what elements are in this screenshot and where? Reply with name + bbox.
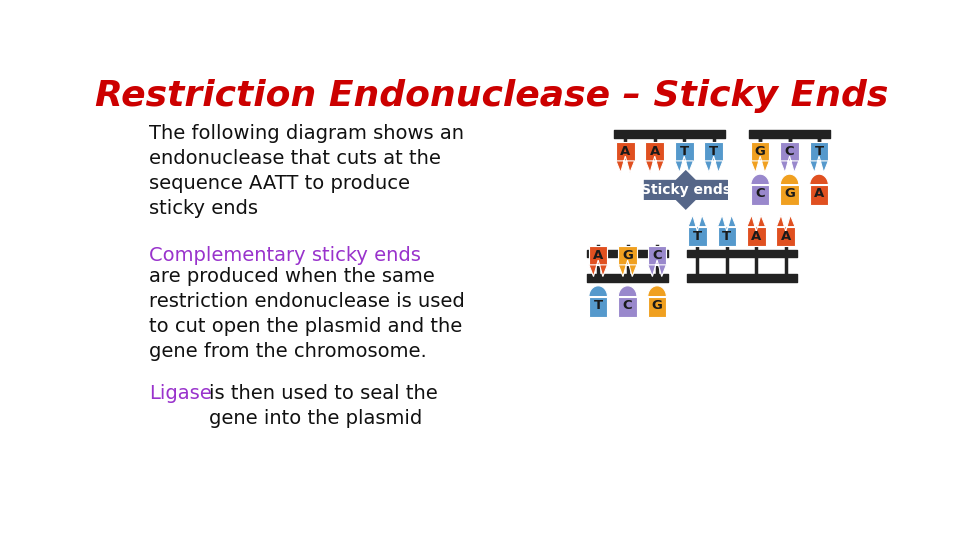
Text: A: A [751,230,761,242]
Polygon shape [616,142,635,161]
Polygon shape [688,215,707,231]
Polygon shape [780,185,799,205]
Polygon shape [705,156,723,173]
Polygon shape [588,260,608,276]
Text: T: T [709,145,718,158]
Polygon shape [717,215,736,231]
Polygon shape [645,142,664,161]
Text: T: T [814,145,824,158]
Text: G: G [622,249,633,262]
Text: are produced when the same
restriction endonuclease is used
to cut open the plas: are produced when the same restriction e… [150,267,466,361]
Polygon shape [747,227,765,246]
Text: G: G [784,187,795,200]
Polygon shape [777,215,795,231]
Text: T: T [680,145,688,158]
Polygon shape [780,156,799,173]
Polygon shape [751,156,770,173]
Polygon shape [648,296,666,316]
Polygon shape [675,142,693,161]
Polygon shape [780,142,799,161]
Text: C: C [756,187,765,200]
Polygon shape [588,246,608,265]
Polygon shape [780,174,799,185]
Polygon shape [705,142,723,161]
Text: Complementary sticky ends: Complementary sticky ends [150,246,421,265]
Polygon shape [618,260,636,276]
Text: A: A [780,230,791,242]
Text: G: G [755,145,765,158]
Polygon shape [648,260,666,276]
Polygon shape [588,296,608,316]
Polygon shape [644,170,728,200]
Polygon shape [688,227,707,246]
Text: C: C [623,299,633,312]
Polygon shape [644,180,728,200]
Polygon shape [777,227,795,246]
Polygon shape [648,246,666,265]
Polygon shape [644,180,728,210]
Polygon shape [645,156,664,173]
Polygon shape [809,174,828,185]
Polygon shape [717,227,736,246]
Text: T: T [722,230,732,242]
Polygon shape [618,296,636,316]
Text: G: G [652,299,662,312]
Text: Ligase: Ligase [150,383,212,403]
Polygon shape [751,174,770,185]
Polygon shape [809,185,828,205]
Polygon shape [588,286,608,296]
Polygon shape [751,142,770,161]
Text: C: C [652,249,661,262]
Polygon shape [648,286,666,296]
Text: The following diagram shows an
endonuclease that cuts at the
sequence AATT to pr: The following diagram shows an endonucle… [150,124,465,218]
Text: A: A [593,249,603,262]
Text: T: T [693,230,702,242]
Polygon shape [618,246,636,265]
Text: Sticky ends: Sticky ends [640,183,731,197]
Polygon shape [809,156,828,173]
Polygon shape [809,142,828,161]
Text: A: A [650,145,660,158]
Text: Restriction Endonuclease – Sticky Ends: Restriction Endonuclease – Sticky Ends [95,79,889,113]
Polygon shape [618,286,636,296]
Text: A: A [620,145,631,158]
Text: T: T [593,299,603,312]
Polygon shape [616,156,635,173]
Text: A: A [814,187,825,200]
Text: C: C [784,145,795,158]
Text: is then used to seal the
gene into the plasmid: is then used to seal the gene into the p… [209,383,438,428]
Polygon shape [747,215,765,231]
Polygon shape [751,185,770,205]
Polygon shape [675,156,693,173]
